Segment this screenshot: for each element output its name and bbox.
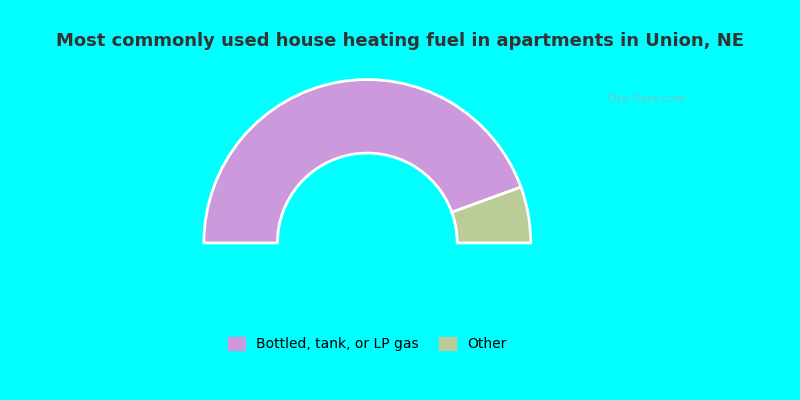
Text: City-Data.com: City-Data.com	[606, 94, 686, 104]
Text: Most commonly used house heating fuel in apartments in Union, NE: Most commonly used house heating fuel in…	[56, 32, 744, 50]
Legend: Bottled, tank, or LP gas, Other: Bottled, tank, or LP gas, Other	[222, 332, 512, 357]
Wedge shape	[452, 187, 530, 243]
Wedge shape	[204, 80, 521, 243]
